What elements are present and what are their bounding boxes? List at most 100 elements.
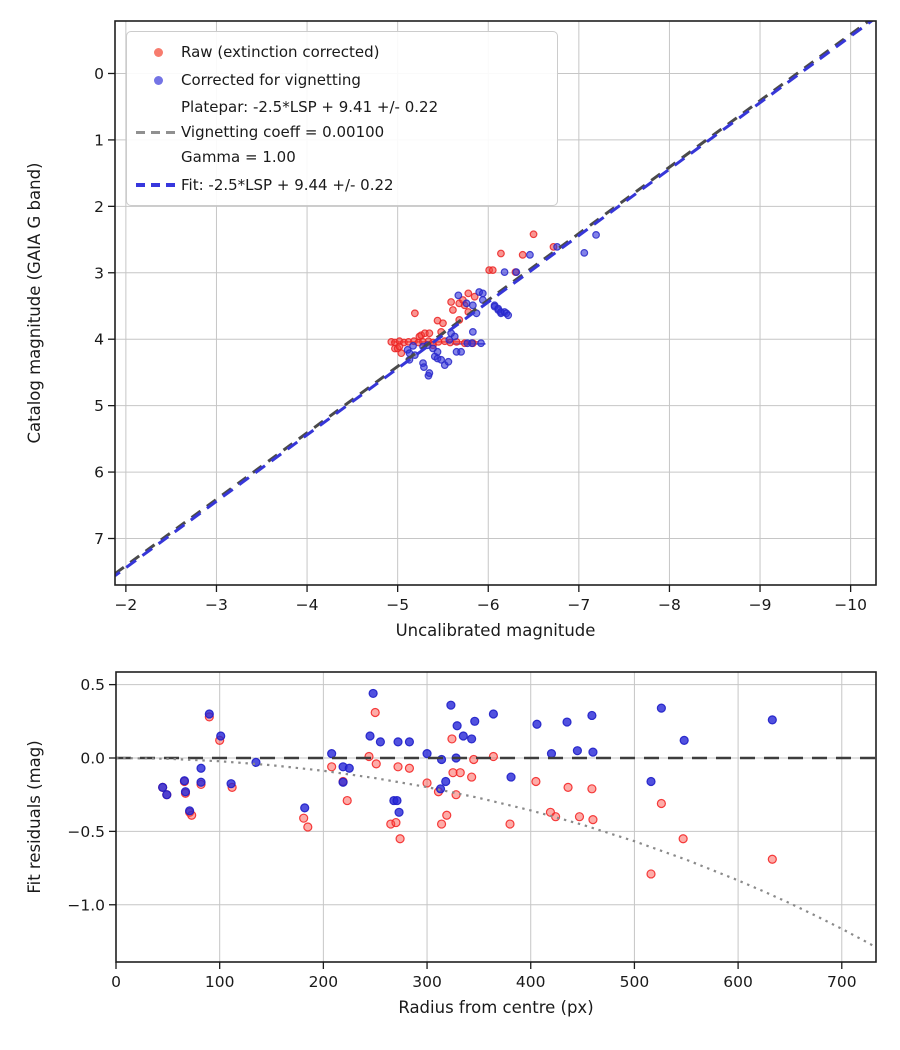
platepar-line: [115, 21, 872, 575]
data-point: [468, 301, 477, 310]
data-point: [371, 759, 381, 769]
data-point: [546, 748, 557, 759]
data-point: [180, 787, 191, 797]
data-point: [392, 795, 402, 806]
data-point: [478, 289, 487, 298]
data-point: [300, 803, 310, 813]
y-tick-label: 0: [94, 65, 104, 83]
data-point: [447, 298, 456, 306]
y-axis-label: Catalog magnitude (GAIA G band): [25, 163, 44, 444]
residuals-plot: 0 100 200 300 400 500 600 700 0.5 0.0 −0.5 −1.0 Radi…: [25, 671, 877, 1017]
raw-scatter: [387, 230, 558, 358]
data-point: [454, 291, 463, 300]
platepar-dash-icon: [135, 130, 181, 135]
data-point: [500, 268, 509, 277]
data-point: [327, 762, 337, 772]
axes-spines: [114, 20, 877, 586]
data-point: [656, 703, 666, 713]
data-point: [468, 339, 476, 348]
x-tick-label: −7: [567, 596, 590, 614]
data-point: [532, 719, 542, 729]
data-point: [588, 747, 598, 757]
data-point: [529, 230, 538, 239]
data-point: [470, 292, 479, 301]
data-point: [386, 819, 396, 829]
data-point: [327, 748, 337, 759]
data-point: [251, 757, 261, 768]
x-tick-label: −8: [658, 596, 681, 614]
data-point: [444, 357, 453, 366]
y-tick-label: 0.0: [80, 750, 105, 768]
y-tick-label: 6: [94, 464, 104, 482]
data-point: [467, 772, 477, 782]
corrected-marker-icon: [135, 76, 181, 85]
data-point: [404, 763, 415, 773]
data-point: [646, 869, 656, 879]
data-point: [303, 822, 313, 832]
axes-spines: [115, 671, 877, 963]
legend: Raw (extinction corrected) Corrected for…: [126, 31, 558, 206]
data-point: [450, 332, 459, 341]
data-point: [470, 716, 480, 726]
data-point: [441, 776, 451, 787]
data-point: [562, 717, 572, 727]
y-tick-label: 5: [94, 397, 104, 415]
x-tick-label: 200: [309, 973, 339, 991]
data-point: [468, 327, 477, 336]
platepar-line-1: Platepar: -2.5*LSP + 9.41 +/- 0.22: [181, 98, 439, 116]
raw-marker-icon: [135, 48, 181, 57]
corrected-scatter: [403, 231, 600, 380]
data-point: [455, 768, 465, 778]
data-point: [592, 231, 600, 239]
data-point: [767, 854, 777, 864]
y-tick-label: 7: [94, 530, 104, 548]
x-tick-label: 500: [620, 973, 650, 991]
data-point: [397, 349, 406, 358]
y-axis-label: Fit residuals (mag): [25, 740, 44, 893]
data-point: [464, 289, 473, 298]
data-point: [587, 784, 597, 794]
data-point: [425, 369, 434, 377]
data-point: [452, 721, 462, 731]
data-point: [410, 309, 419, 318]
data-point: [679, 735, 689, 745]
data-point: [216, 731, 226, 741]
data-point: [158, 782, 168, 792]
data-point: [469, 754, 479, 765]
calibration-plot: −2 −3 −4 −5 −6 −7 −8 −9 −10 0 1 2 3 4 5 6 7 Uncalibrated …: [25, 20, 877, 640]
legend-entry-fit: Fit: -2.5*LSP + 9.44 +/- 0.22: [135, 172, 547, 198]
data-point: [393, 762, 403, 772]
data-point: [226, 779, 236, 789]
data-point: [375, 737, 385, 747]
legend-label-fit: Fit: -2.5*LSP + 9.44 +/- 0.22: [181, 176, 394, 194]
data-point: [299, 813, 309, 823]
data-point: [395, 342, 404, 351]
x-tick-label: −5: [386, 596, 409, 614]
residual-corrected-scatter: [158, 688, 777, 817]
residual-raw-scatter: [158, 707, 777, 879]
y-tick-label: −0.5: [67, 823, 105, 841]
x-tick-label: −3: [205, 596, 228, 614]
data-point: [448, 768, 458, 778]
data-point: [364, 751, 374, 762]
data-point: [395, 834, 405, 844]
data-point: [409, 341, 417, 350]
data-point: [551, 812, 561, 822]
data-point: [344, 763, 354, 773]
legend-entry-raw: Raw (extinction corrected): [135, 39, 547, 65]
data-point: [656, 798, 666, 809]
data-point: [506, 772, 516, 782]
data-point: [588, 815, 598, 825]
data-point: [767, 715, 777, 725]
legend-label-raw: Raw (extinction corrected): [181, 43, 380, 61]
legend-entry-platepar: Platepar: -2.5*LSP + 9.41 +/- 0.22 Vigne…: [135, 95, 547, 170]
data-point: [504, 311, 513, 320]
x-tick-label: 600: [723, 973, 753, 991]
data-point: [497, 249, 505, 258]
data-point: [580, 248, 589, 257]
data-point: [342, 795, 352, 806]
x-tick-label: 300: [412, 973, 442, 991]
platepar-line-3: Gamma = 1.00: [181, 148, 296, 166]
data-point: [439, 319, 447, 328]
